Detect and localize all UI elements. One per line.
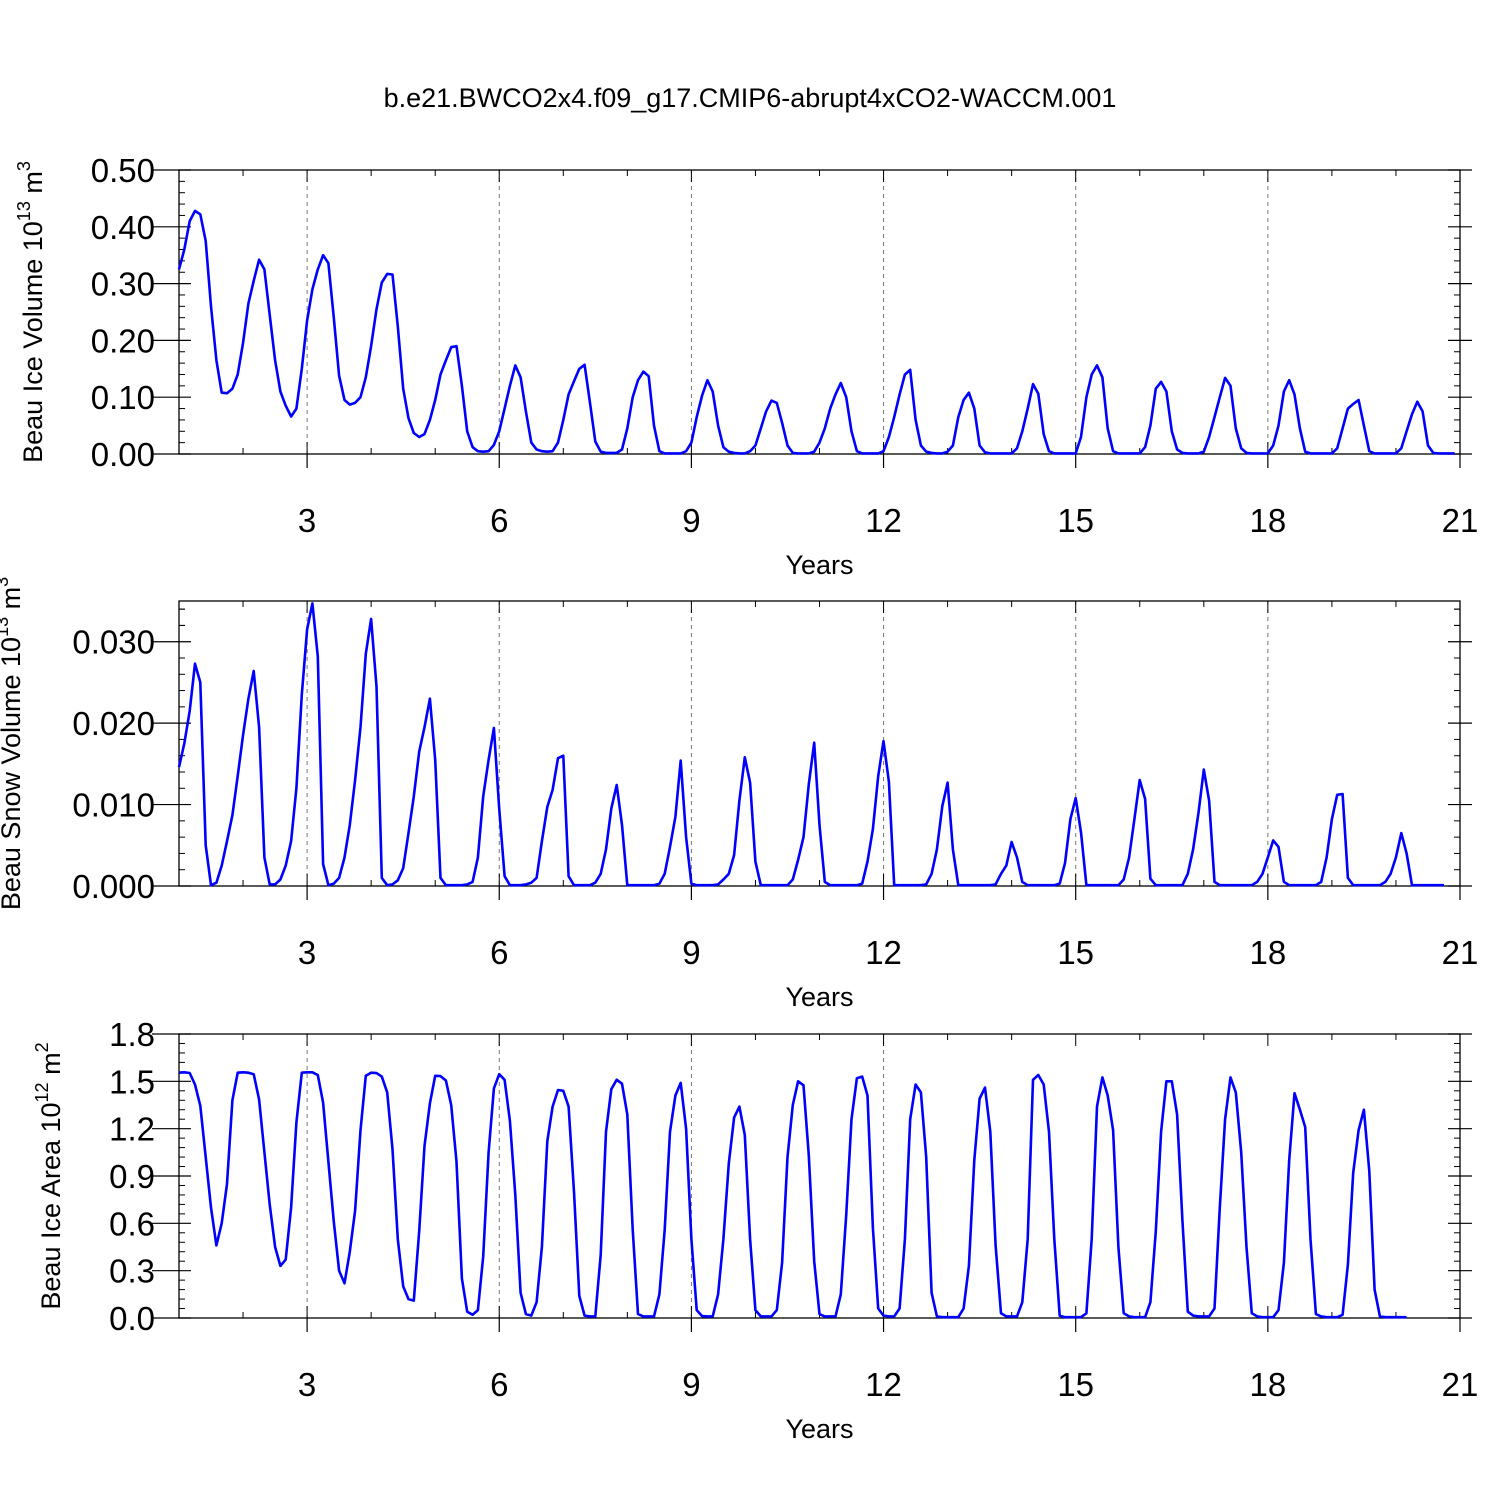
x-tick-label: 9	[682, 934, 700, 971]
x-tick-label: 15	[1057, 502, 1094, 539]
plot-frame	[178, 600, 1461, 887]
x-tick-label: 6	[490, 1366, 508, 1403]
x-axis-label: Years	[785, 982, 853, 1012]
y-tick-label: 0.3	[109, 1253, 155, 1290]
y-tick-label: 0.20	[91, 322, 155, 359]
plot-frame	[178, 169, 1461, 455]
y-tick-label: 0.0	[109, 1300, 155, 1337]
x-tick-label: 15	[1057, 1366, 1094, 1403]
series-line	[178, 1071, 1407, 1319]
x-tick-label: 15	[1057, 934, 1094, 971]
x-tick-label: 6	[490, 502, 508, 539]
y-tick-label: 0.030	[72, 624, 155, 661]
y-tick-label: 1.5	[109, 1063, 155, 1100]
x-axis-label: Years	[785, 1414, 853, 1444]
y-tick-label: 0.00	[91, 436, 155, 473]
x-tick-label: 9	[682, 502, 700, 539]
x-tick-label: 18	[1249, 502, 1286, 539]
x-tick-label: 3	[298, 934, 316, 971]
x-tick-label: 18	[1249, 934, 1286, 971]
x-tick-label: 6	[490, 934, 508, 971]
x-tick-label: 21	[1442, 1366, 1479, 1403]
x-tick-label: 3	[298, 502, 316, 539]
x-tick-label: 12	[865, 1366, 902, 1403]
series-line	[177, 209, 1455, 455]
y-axis-label: Beau Snow Volume 1013 m3	[0, 577, 26, 910]
y-tick-label: 0.010	[72, 787, 155, 824]
x-tick-label: 12	[865, 502, 902, 539]
y-tick-label: 0.6	[109, 1205, 155, 1242]
x-tick-label: 3	[298, 1366, 316, 1403]
y-tick-label: 0.9	[109, 1158, 155, 1195]
x-tick-label: 21	[1442, 934, 1479, 971]
x-tick-label: 9	[682, 1366, 700, 1403]
x-axis-label: Years	[785, 550, 853, 580]
plot-frame	[178, 1033, 1461, 1319]
x-tick-label: 12	[865, 934, 902, 971]
y-tick-label: 0.50	[91, 152, 155, 189]
y-tick-label: 0.020	[72, 705, 155, 742]
y-tick-label: 0.40	[91, 209, 155, 246]
chart-panel-1: 0.00 0.10 0.20 0.30 0.40 0.50 3 6 9 12 15 18 21 Years…	[14, 152, 1478, 580]
y-tick-label: 0.10	[91, 379, 155, 416]
series-line	[177, 602, 1444, 887]
figure-title: b.e21.BWCO2x4.f09_g17.CMIP6-abrupt4xCO2-…	[384, 83, 1117, 113]
chart-panel-3: 0.0 0.3 0.6 0.9 1.2 1.5 1.8 3 6 9 12 15 18 21 Years Bea…	[32, 1016, 1478, 1444]
y-axis-label: Beau Ice Volume 1013 m3	[14, 161, 48, 463]
y-tick-label: 1.2	[109, 1111, 155, 1148]
chart-panel-2: 0.000 0.010 0.020 0.030 3 6 9 12 15 18 21 Years Beau…	[0, 577, 1478, 1012]
y-axis-label: Beau Ice Area 1012 m2	[32, 1042, 66, 1309]
y-tick-label: 1.8	[109, 1016, 155, 1053]
y-tick-label: 0.30	[91, 266, 155, 303]
x-tick-label: 21	[1442, 502, 1479, 539]
y-tick-label: 0.000	[72, 868, 155, 905]
x-tick-label: 18	[1249, 1366, 1286, 1403]
